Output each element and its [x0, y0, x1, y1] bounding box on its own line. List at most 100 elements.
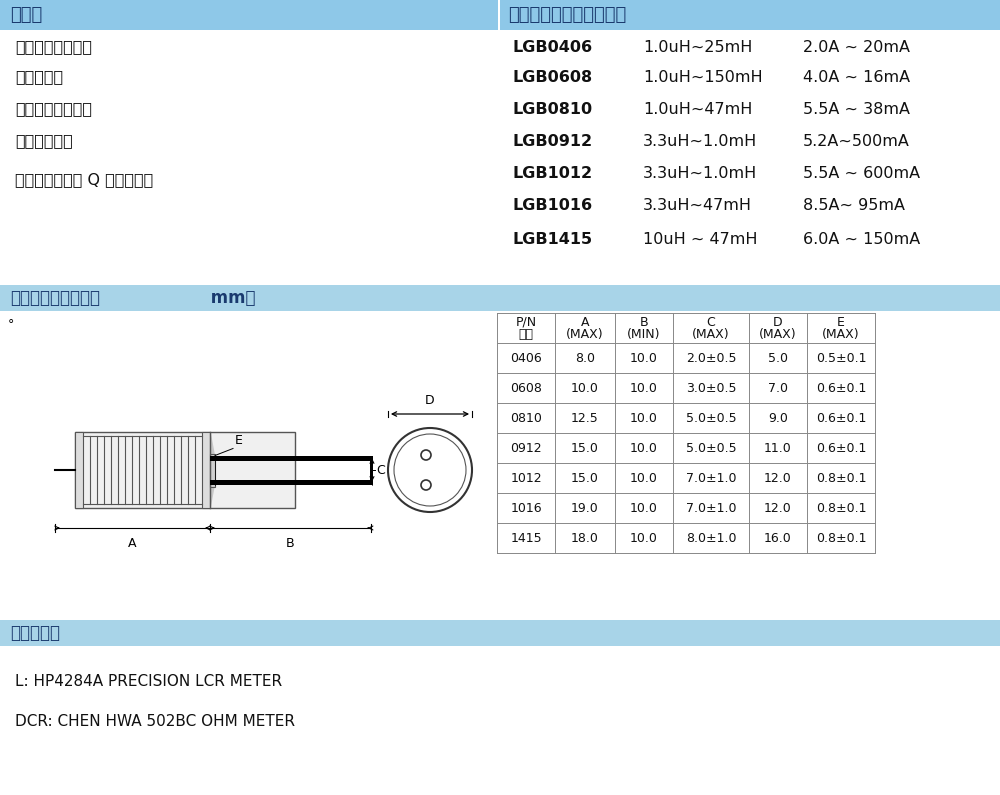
Text: 10.0: 10.0: [630, 471, 658, 484]
Text: 19.0: 19.0: [571, 502, 599, 514]
Text: 6.0A ~ 150mA: 6.0A ~ 150mA: [803, 231, 920, 246]
Text: (MIN): (MIN): [627, 328, 661, 341]
Text: 0.8±0.1: 0.8±0.1: [816, 471, 866, 484]
Text: 10.0: 10.0: [630, 441, 658, 455]
Text: 料号: 料号: [518, 328, 534, 341]
Text: 15.0: 15.0: [571, 471, 599, 484]
Text: 9.0: 9.0: [768, 412, 788, 425]
Text: 10.0: 10.0: [630, 532, 658, 545]
Text: 8.0: 8.0: [575, 351, 595, 364]
Text: 3.0±0.5: 3.0±0.5: [686, 382, 736, 394]
Bar: [0, 311, 1000, 620]
Bar: [75, 432, 295, 508]
Bar: [210, 456, 370, 460]
Text: (MAX): (MAX): [759, 328, 797, 341]
Text: 电感量和额定电流范围：: 电感量和额定电流范围：: [508, 6, 626, 24]
Text: °: °: [8, 319, 14, 332]
Bar: [370, 456, 373, 484]
Text: LGB1415: LGB1415: [513, 231, 593, 246]
Text: 0406: 0406: [510, 351, 542, 364]
Text: 5.5A ~ 38mA: 5.5A ~ 38mA: [803, 102, 910, 117]
Text: 10.0: 10.0: [630, 502, 658, 514]
Text: 3.3uH~1.0mH: 3.3uH~1.0mH: [643, 165, 757, 180]
Text: D: D: [773, 316, 783, 328]
Text: 0912: 0912: [510, 441, 542, 455]
Text: 4.0A ~ 16mA: 4.0A ~ 16mA: [803, 69, 910, 84]
Text: LGB1012: LGB1012: [513, 165, 593, 180]
Text: P/N: P/N: [515, 316, 537, 328]
Text: LGB0810: LGB0810: [513, 102, 593, 117]
Text: LGB0406: LGB0406: [513, 40, 593, 55]
Bar: [210, 479, 370, 484]
Text: 0.8±0.1: 0.8±0.1: [816, 532, 866, 545]
Text: 1016: 1016: [510, 502, 542, 514]
Text: 3.3uH~1.0mH: 3.3uH~1.0mH: [643, 134, 757, 149]
Text: 8.5A~ 95mA: 8.5A~ 95mA: [803, 197, 905, 212]
Text: 10.0: 10.0: [630, 351, 658, 364]
Bar: [210, 453, 215, 487]
Text: 需要宽频带和高 Q 值的系统。: 需要宽频带和高 Q 值的系统。: [15, 173, 153, 188]
Text: 应用：: 应用：: [10, 6, 42, 24]
Text: 1415: 1415: [510, 532, 542, 545]
Text: 0810: 0810: [510, 412, 542, 425]
Text: 7.0±1.0: 7.0±1.0: [686, 471, 736, 484]
Text: 1.0uH~47mH: 1.0uH~47mH: [643, 102, 752, 117]
Text: D: D: [425, 394, 435, 407]
Text: 7.0±1.0: 7.0±1.0: [686, 502, 736, 514]
Text: 16.0: 16.0: [764, 532, 792, 545]
Text: 1.0uH~150mH: 1.0uH~150mH: [643, 69, 763, 84]
Text: E: E: [235, 433, 243, 447]
Text: 10.0: 10.0: [630, 412, 658, 425]
Text: 0.6±0.1: 0.6±0.1: [816, 441, 866, 455]
Text: 10.0: 10.0: [571, 382, 599, 394]
Text: 电源控制器。: 电源控制器。: [15, 134, 73, 149]
Text: 12.0: 12.0: [764, 471, 792, 484]
Text: 18.0: 18.0: [571, 532, 599, 545]
Text: E: E: [837, 316, 845, 328]
Text: 电视和音响设备。: 电视和音响设备。: [15, 40, 92, 55]
Text: 5.0±0.5: 5.0±0.5: [686, 412, 736, 425]
Text: 0.8±0.1: 0.8±0.1: [816, 502, 866, 514]
Text: 5.2A~500mA: 5.2A~500mA: [803, 134, 910, 149]
Text: 10uH ~ 47mH: 10uH ~ 47mH: [643, 231, 758, 246]
Text: 1012: 1012: [510, 471, 542, 484]
Text: 2.0A ~ 20mA: 2.0A ~ 20mA: [803, 40, 910, 55]
Bar: [0, 620, 1000, 646]
Text: LGB1016: LGB1016: [513, 197, 593, 212]
Text: DCR: CHEN HWA 502BC OHM METER: DCR: CHEN HWA 502BC OHM METER: [15, 713, 295, 728]
Bar: [0, 646, 1000, 795]
Text: 5.0: 5.0: [768, 351, 788, 364]
Text: 12.0: 12.0: [764, 502, 792, 514]
Text: 0.5±0.1: 0.5±0.1: [816, 351, 866, 364]
Text: 7.0: 7.0: [768, 382, 788, 394]
Text: A: A: [581, 316, 589, 328]
Text: C: C: [707, 316, 715, 328]
Text: C: C: [376, 463, 385, 476]
Text: 蜂鸣器及警报器。: 蜂鸣器及警报器。: [15, 102, 92, 117]
Text: (MAX): (MAX): [566, 328, 604, 341]
Text: 11.0: 11.0: [764, 441, 792, 455]
Text: 12.5: 12.5: [571, 412, 599, 425]
Text: 0.6±0.1: 0.6±0.1: [816, 382, 866, 394]
Bar: [500, 0, 1000, 30]
Text: 0608: 0608: [510, 382, 542, 394]
Bar: [75, 432, 83, 508]
Text: A: A: [128, 537, 137, 550]
Text: 8.0±1.0: 8.0±1.0: [686, 532, 736, 545]
Text: 0.6±0.1: 0.6±0.1: [816, 412, 866, 425]
Text: B: B: [286, 537, 294, 550]
Bar: [0, 30, 1000, 285]
Text: 图示和尺寸：（单位: 图示和尺寸：（单位: [10, 289, 100, 307]
Bar: [202, 432, 210, 508]
Text: 10.0: 10.0: [630, 382, 658, 394]
Bar: [0, 285, 1000, 311]
Text: 15.0: 15.0: [571, 441, 599, 455]
Bar: [0, 0, 498, 30]
Text: mm）: mm）: [205, 289, 256, 307]
Polygon shape: [210, 432, 214, 508]
Text: LGB0912: LGB0912: [513, 134, 593, 149]
Text: 5.0±0.5: 5.0±0.5: [686, 441, 736, 455]
Text: (MAX): (MAX): [822, 328, 860, 341]
Text: (MAX): (MAX): [692, 328, 730, 341]
Text: 2.0±0.5: 2.0±0.5: [686, 351, 736, 364]
